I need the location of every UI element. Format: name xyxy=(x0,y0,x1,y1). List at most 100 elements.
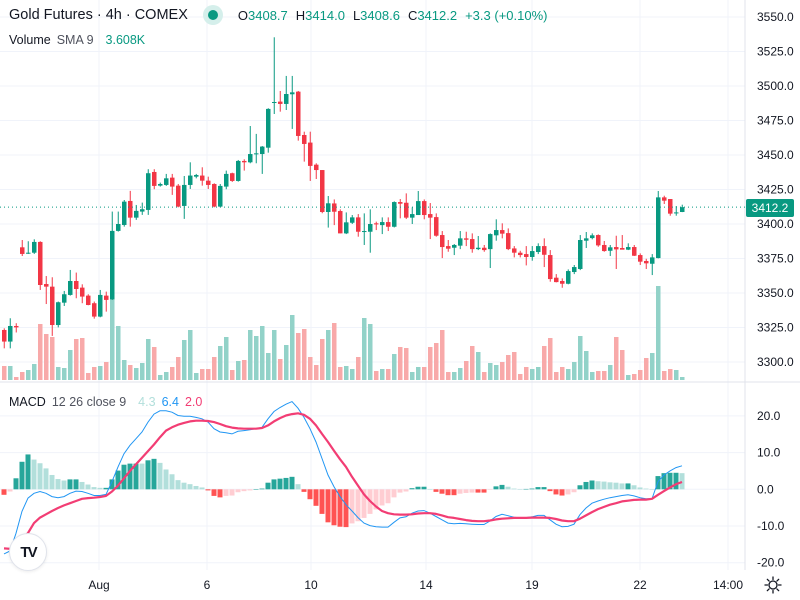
candle-up[interactable] xyxy=(584,238,589,241)
candle-up[interactable] xyxy=(284,94,289,104)
candle-down[interactable] xyxy=(446,246,451,249)
symbol-title[interactable]: Gold Futures · 4h · COMEX xyxy=(9,7,188,23)
candle-down[interactable] xyxy=(620,248,625,250)
volume-legend[interactable]: Volume SMA 9 3.608K xyxy=(9,33,145,47)
candle-down[interactable] xyxy=(176,185,181,207)
candle-up[interactable] xyxy=(608,247,613,251)
candle-up[interactable] xyxy=(188,175,193,185)
candle-down[interactable] xyxy=(434,217,439,236)
candle-down[interactable] xyxy=(404,202,409,218)
candle-up[interactable] xyxy=(8,325,13,342)
candle-up[interactable] xyxy=(266,108,271,148)
candle-down[interactable] xyxy=(386,222,391,227)
candle-up[interactable] xyxy=(134,210,139,218)
candle-down[interactable] xyxy=(170,177,175,187)
candle-up[interactable] xyxy=(578,240,583,269)
candle-down[interactable] xyxy=(428,214,433,218)
candle-up[interactable] xyxy=(380,222,385,226)
candle-down[interactable] xyxy=(296,91,301,136)
candle-up[interactable] xyxy=(116,224,121,231)
candle-down[interactable] xyxy=(242,160,247,163)
candle-down[interactable] xyxy=(206,180,211,185)
candle-up[interactable] xyxy=(62,294,67,303)
candle-up[interactable] xyxy=(272,102,277,104)
candle-up[interactable] xyxy=(680,207,685,212)
candle-down[interactable] xyxy=(314,164,319,171)
candle-down[interactable] xyxy=(308,142,313,166)
candle-down[interactable] xyxy=(338,211,343,234)
candle-down[interactable] xyxy=(542,246,547,255)
candle-down[interactable] xyxy=(668,199,673,214)
candle-down[interactable] xyxy=(614,247,619,250)
candle-down[interactable] xyxy=(356,217,361,232)
tradingview-logo[interactable]: TV xyxy=(9,533,47,571)
candle-up[interactable] xyxy=(452,244,457,248)
candle-down[interactable] xyxy=(212,183,217,207)
candle-down[interactable] xyxy=(554,277,559,283)
candle-down[interactable] xyxy=(80,287,85,297)
candle-down[interactable] xyxy=(644,260,649,264)
candle-up[interactable] xyxy=(122,201,127,225)
candle-up[interactable] xyxy=(656,197,661,259)
candle-down[interactable] xyxy=(422,201,427,216)
candle-up[interactable] xyxy=(530,251,535,257)
candle-down[interactable] xyxy=(86,295,91,306)
candle-up[interactable] xyxy=(164,178,169,185)
candle-down[interactable] xyxy=(524,254,529,257)
candle-up[interactable] xyxy=(410,214,415,218)
candle-up[interactable] xyxy=(146,173,151,210)
candle-down[interactable] xyxy=(560,280,565,284)
candle-up[interactable] xyxy=(350,217,355,223)
candle-up[interactable] xyxy=(458,238,463,246)
candle-down[interactable] xyxy=(632,247,637,256)
candle-down[interactable] xyxy=(200,175,205,181)
candle-down[interactable] xyxy=(440,235,445,248)
candle-up[interactable] xyxy=(110,230,115,300)
candle-down[interactable] xyxy=(512,248,517,253)
candle-up[interactable] xyxy=(674,212,679,214)
candle-down[interactable] xyxy=(128,200,133,218)
candle-up[interactable] xyxy=(344,222,349,234)
candle-down[interactable] xyxy=(596,235,601,246)
candle-up[interactable] xyxy=(194,175,199,177)
candle-down[interactable] xyxy=(482,247,487,251)
candle-up[interactable] xyxy=(392,202,397,227)
candle-down[interactable] xyxy=(92,303,97,317)
candle-up[interactable] xyxy=(218,185,223,207)
candle-down[interactable] xyxy=(14,325,19,328)
candle-down[interactable] xyxy=(518,252,523,256)
candle-up[interactable] xyxy=(488,234,493,250)
candle-down[interactable] xyxy=(500,230,505,234)
candle-up[interactable] xyxy=(254,153,259,155)
candle-up[interactable] xyxy=(140,209,145,212)
candle-up[interactable] xyxy=(224,173,229,187)
candle-down[interactable] xyxy=(548,255,553,280)
candle-down[interactable] xyxy=(38,241,43,285)
candle-down[interactable] xyxy=(50,286,55,326)
candle-down[interactable] xyxy=(152,171,157,186)
candle-up[interactable] xyxy=(368,224,373,232)
candle-down[interactable] xyxy=(398,202,403,204)
candle-up[interactable] xyxy=(566,271,571,284)
candle-up[interactable] xyxy=(236,160,241,181)
candle-down[interactable] xyxy=(74,280,79,289)
candle-down[interactable] xyxy=(104,295,109,300)
candle-up[interactable] xyxy=(56,302,61,326)
candle-down[interactable] xyxy=(278,101,283,104)
candle-up[interactable] xyxy=(476,247,481,250)
candle-up[interactable] xyxy=(182,184,187,206)
candle-up[interactable] xyxy=(158,183,163,186)
settings-gear-icon[interactable] xyxy=(764,576,782,594)
candle-up[interactable] xyxy=(248,154,253,163)
macd-legend[interactable]: MACD 12 26 close 9 4.3 6.4 2.0 xyxy=(9,395,202,409)
candle-down[interactable] xyxy=(374,223,379,225)
candle-down[interactable] xyxy=(320,170,325,212)
candle-up[interactable] xyxy=(650,257,655,264)
candle-up[interactable] xyxy=(416,201,421,216)
candle-up[interactable] xyxy=(32,241,37,253)
candle-up[interactable] xyxy=(362,231,367,233)
candle-down[interactable] xyxy=(602,244,607,252)
candle-down[interactable] xyxy=(302,134,307,144)
candle-down[interactable] xyxy=(506,233,511,250)
